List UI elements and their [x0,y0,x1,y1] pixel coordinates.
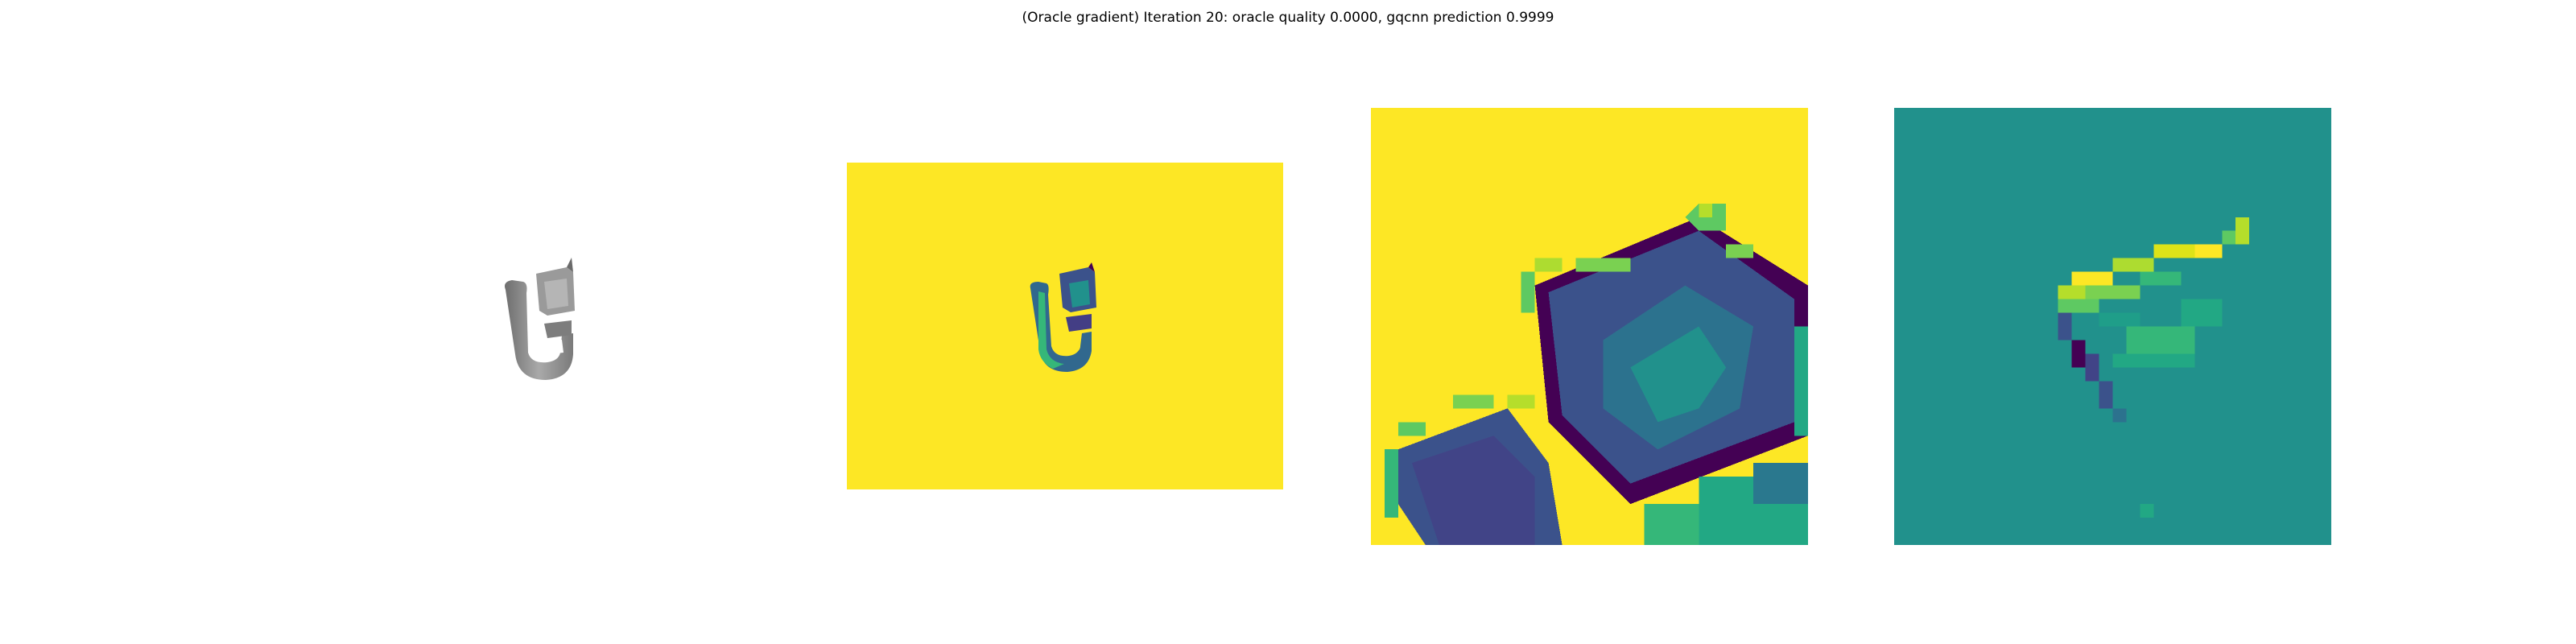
depth-crop-image [1371,108,1808,545]
depth-image [847,163,1283,489]
object-render-image [499,258,588,386]
gradient-image [1894,108,2331,545]
figure-title: (Oracle gradient) Iteration 20: oracle q… [1022,10,1554,26]
